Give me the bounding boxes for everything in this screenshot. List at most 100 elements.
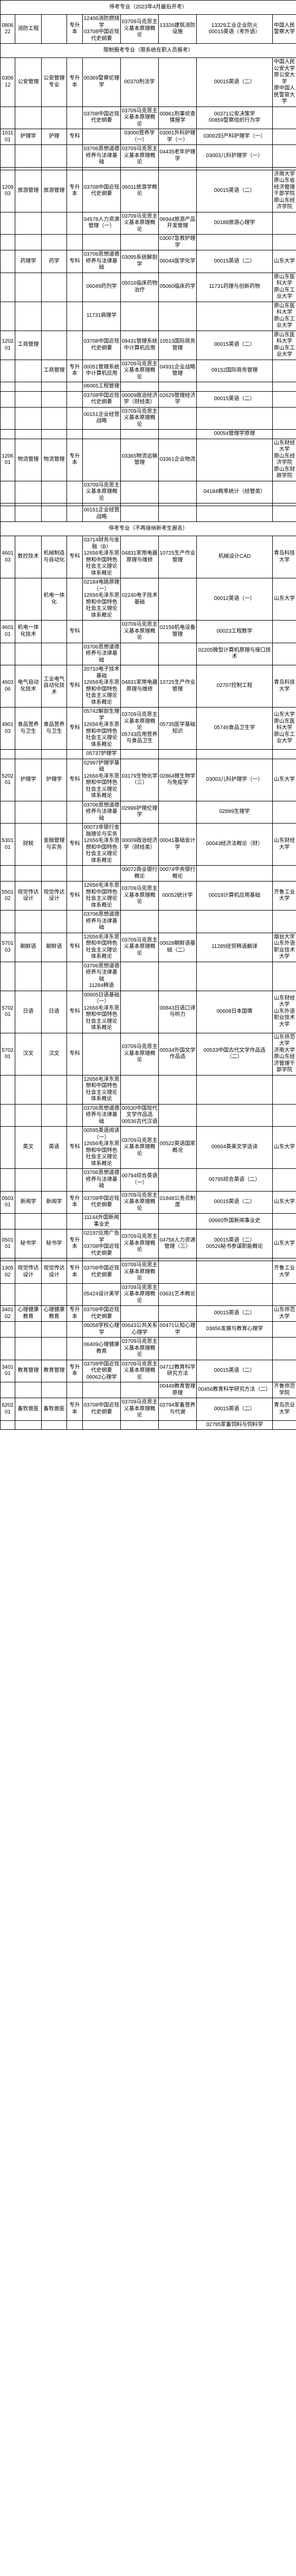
course-col-1: 02197应用广告学03708中国近现代史纲要 [83,1229,121,1258]
school: 山东师范大学 [273,1306,296,1322]
course-row: 03706思想道德修养与法律基础 [1,911,296,933]
major-code [1,801,15,824]
course-col-4: 02205微型计算机原理与接口技术 [197,643,273,665]
category [42,621,67,643]
major-code [1,391,15,407]
section-header-row: 停考专业（不再接纳新考生报名） [1,522,296,536]
level [67,750,83,759]
course-col-1: 03708中国近现代史纲要 [83,170,121,212]
major-name [15,430,42,439]
level [67,1214,83,1229]
category [42,1104,67,1127]
school [273,1169,296,1192]
course-col-1: 03708中国近现代史纲要 [83,391,121,407]
course-col-1: 05424设计美学 [83,1283,121,1306]
course-col-2: 03709马克思主义基本原理概论 [121,1261,159,1284]
course-row: 04578人力资源管理（一）03709马克思主义基本原理概论06944旅游产品开… [1,212,296,235]
course-col-3: 02158机电设备管理 [159,621,197,643]
level: 专升本 [67,170,83,212]
major-code: 620201 [1,1398,15,1421]
school [273,212,296,235]
course-col-3: 00628朝鲜语基础（二） [159,933,197,962]
level [67,643,83,665]
course-row: 050101秘书学秘书学专升本02197应用广告学03708中国近现代史纲要03… [1,1229,296,1258]
course-col-2 [121,430,159,439]
level: 专科 [67,621,83,643]
course-col-2: 02996护理伦理学 [121,801,159,824]
category [42,407,67,430]
course-col-2: 03709马克思主义基本原理概论 [121,933,159,962]
course-col-3: 00074中央银行概论 [159,866,197,882]
major-name: 数控技术 [15,536,42,578]
major-code [1,106,15,129]
major-name: 物流管理 [15,439,42,481]
school [273,129,296,145]
level [67,481,83,503]
section-title: 限制报考专业（限系统在职人员报考） [1,44,296,58]
course-col-3: 04758人力资源管理（三） [159,1229,197,1258]
course-col-4: 00015英语（二） [197,391,273,407]
level: 专升本 [67,439,83,481]
category: 畜牧兽医 [42,1398,67,1421]
course-col-3 [159,1104,197,1127]
course-col-2: 03709马克思主义基本原理概论 [121,1033,159,1075]
major-code [1,273,15,302]
course-col-3 [159,643,197,665]
level [67,1283,83,1306]
level [67,1382,83,1398]
category [42,1283,67,1306]
category: 汉文 [42,1033,67,1075]
major-code [1,302,15,331]
course-row: 120601物流管理物流管理专升本03365物流运输管理03361企业物流山东财… [1,439,296,481]
course-col-3 [159,801,197,824]
course-col-1: 00151企业经营战略 [83,506,121,522]
course-col-2: 03709马克思主义基本原理概论 [121,621,159,643]
category: 物流管理 [42,439,67,481]
course-col-1: 03706思想道德修养与法律基础 [83,1169,121,1192]
level [67,911,83,933]
course-col-2: 00643公共关系心理学 [121,1322,159,1338]
course-col-1 [83,866,121,882]
course-col-1: 06058学校心理学 [83,1322,121,1338]
category: 教育管理 [42,1360,67,1382]
course-col-1: 03706思想道德修养与法律基础 [83,250,121,273]
school: 山东大学 [273,578,296,621]
school [273,1104,296,1127]
school: 青岛农业大学 [273,1398,296,1421]
school: 青岛科技大学 [273,665,296,708]
course-col-2: 00794综合英语（一） [121,1169,159,1192]
major-code [1,382,15,392]
major-name [15,1075,42,1104]
level: 专科 [67,824,83,866]
course-col-2: 00009政治经济学（财经类） [121,391,159,407]
major-name: 公安管理 [15,58,42,107]
course-row: 00054管理学原理 [1,430,296,439]
category: 药学 [42,250,67,273]
major-code [1,866,15,882]
school: 齐鲁师范学院 [273,1382,296,1398]
category: 英语 [42,1127,67,1169]
level: 专科 [67,1127,83,1169]
course-col-4 [197,407,273,430]
level: 专科 [67,991,83,1033]
course-col-1 [83,621,121,643]
major-name [15,1169,42,1192]
course-col-4: 机械设计CAD [197,536,273,578]
school [273,621,296,643]
major-code [1,1075,15,1104]
course-col-2: 00009政治经济学（财经类） [121,824,159,866]
course-col-4: 00015英语（二）00526秘书参谋职能概论 [197,1229,273,1258]
course-row: 00151企业经营战略03709马克思主义基本原理概论 [1,407,296,430]
level: 专科 [67,129,83,145]
school [273,1338,296,1360]
major-code: 570201 [1,1033,15,1075]
school [273,1360,296,1382]
major-name [15,481,42,503]
course-col-1: 03709马克思主义基本原理概论 [83,481,121,503]
school: 原山东医科大学原山东工业大学 [273,302,296,331]
section-title: 停考专业（不再接纳新考生报名） [1,522,296,536]
major-name [15,360,42,382]
course-row: 02795家畜饲料与饲料学 [1,1420,296,1430]
course-row: 03706思想道德修养与法律基础00794综合英语（一）00795综合英语（二） [1,1169,296,1192]
course-col-1: 11144外国新闻事业史 [83,1214,121,1229]
